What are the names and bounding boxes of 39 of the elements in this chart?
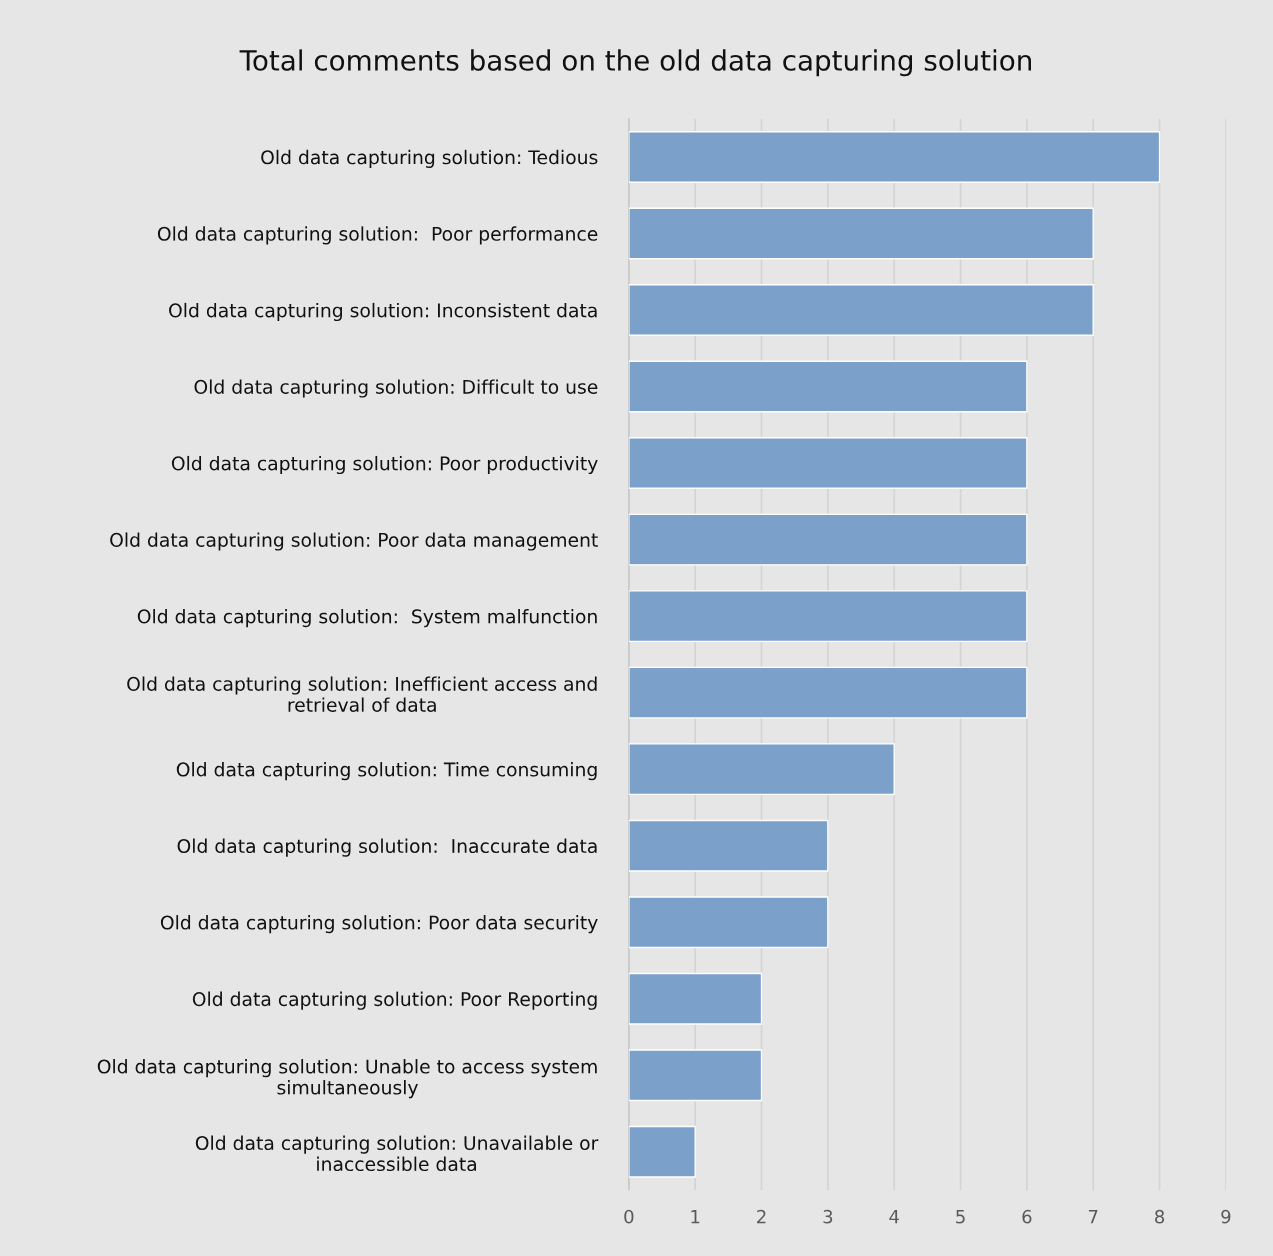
y-tick-label: Old data capturing solution: Poor data management [110,532,598,551]
bar [628,360,1028,413]
y-tick-label: Old data capturing solution: Poor productivity [171,455,598,475]
bar [628,131,1161,183]
bar [628,819,829,872]
y-tick-label: Old data capturing solution: Poor performance [157,226,598,245]
y-tick-label: Old data capturing solution: Time consuming [176,762,597,781]
bar [628,590,1028,643]
x-tick-label: 4 [889,1210,899,1224]
bar [628,513,1028,566]
x-tick-label: 0 [624,1209,634,1224]
y-tick-label: Old data capturing solution: Unable to access system simultaneously [97,1059,597,1099]
bar [628,666,1028,719]
y-tick-label: Old data capturing solution: Inconsistent data [169,302,597,322]
y-tick-label: Old data capturing solution: Inefficient access and retrieval of data [127,676,597,712]
x-tick-label: 1 [691,1210,700,1224]
x-tick-label: 8 [1155,1209,1165,1224]
bar [628,896,829,949]
y-tick-label: Old data capturing solution: Poor data security [160,915,598,934]
bar [628,743,895,796]
y-tick-label: Old data capturing solution: System malfunction [137,608,597,628]
y-tick-label: Old data capturing solution: Unavailable or inaccessible data [195,1135,599,1172]
bar [628,437,1028,490]
x-tick-label: 6 [1022,1209,1032,1224]
bar [628,207,1094,260]
chart-title: Total comments based on the old data capturing solution [239,49,1031,77]
bar [628,972,763,1025]
x-tick-label: 5 [956,1210,965,1224]
bar [628,1125,696,1178]
y-tick-label: Old data capturing solution: Poor Reporting [192,991,597,1010]
x-tick-label: 2 [757,1209,766,1224]
x-tick-label: 9 [1221,1209,1231,1224]
y-tick-label: Old data capturing solution: Tedious [261,149,598,168]
y-tick-label: Old data capturing solution: Difficult to use [194,379,598,398]
x-tick-label: 3 [823,1209,833,1224]
y-tick-label: Old data capturing solution: Inaccurate data [177,838,597,857]
bar [628,284,1094,336]
x-tick-label: 7 [1088,1210,1098,1224]
bar [628,1049,763,1102]
